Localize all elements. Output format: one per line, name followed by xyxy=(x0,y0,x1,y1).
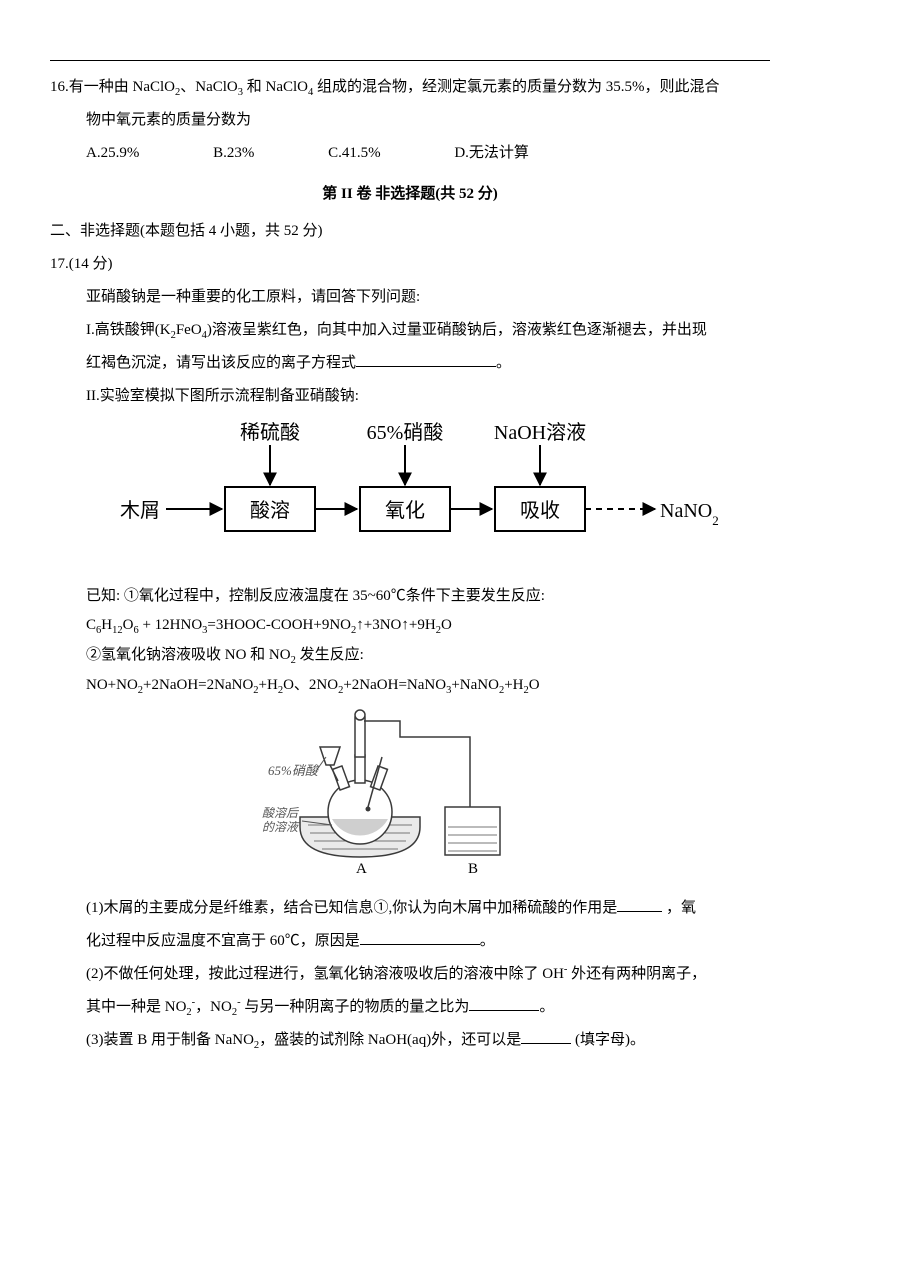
apparatus-svg: 65%硝酸 酸溶后 的溶液 A B xyxy=(260,707,560,877)
flow-box-1-label: 氧化 xyxy=(385,499,425,522)
question-17: 17.(14 分) 亚硝酸钠是一种重要的化工原料，请回答下列问题: I.高铁酸钾… xyxy=(50,248,770,1057)
fig-label-sol-2: 的溶液 xyxy=(262,820,300,834)
q17-eq1: C6H12O6 + 12HNO3=3HOOC-COOH+9NO2↑+3NO↑+9… xyxy=(50,611,770,641)
q16-num: 16. xyxy=(50,79,69,95)
top-rule xyxy=(50,60,770,61)
q17-eq2: NO+NO2+2NaOH=2NaNO2+H2O、2NO2+2NaOH=NaNO3… xyxy=(50,671,770,701)
flow-box-0-label: 酸溶 xyxy=(250,499,290,522)
q17-I-line1: I.高铁酸钾(K2FeO4)溶液呈紫红色，向其中加入过量亚硝酸钠后，溶液紫红色逐… xyxy=(50,314,770,347)
q16-line2: 物中氧元素的质量分数为 xyxy=(50,104,770,137)
q17-p3: (3)装置 B 用于制备 NaNO2，盛装的试剂除 NaOH(aq)外，还可以是… xyxy=(50,1024,770,1057)
q17-known2: ②氢氧化钠溶液吸收 NO 和 NO2 发生反应: xyxy=(50,641,770,671)
q17-p2-line1: (2)不做任何处理，按此过程进行，氢氧化钠溶液吸收后的溶液中除了 OH- 外还有… xyxy=(50,958,770,991)
dropping-funnel xyxy=(320,747,340,765)
blank-p3[interactable] xyxy=(521,1028,571,1044)
blank-ionic-eq[interactable] xyxy=(356,351,496,367)
fig-label-A: A xyxy=(356,861,367,877)
q16-option-a: A.25.9% xyxy=(86,137,139,170)
question-16: 16.有一种由 NaClO2、NaClO3 和 NaClO4 组成的混合物，经测… xyxy=(50,71,770,170)
blank-p2[interactable] xyxy=(469,995,539,1011)
thermometer-bulb xyxy=(366,806,371,811)
q17-I-line2: 红褐色沉淀，请写出该反应的离子方程式 。 xyxy=(50,347,770,380)
fig-label-B: B xyxy=(468,861,478,877)
flow-box-2-label: 吸收 xyxy=(520,499,560,522)
q17-num: 17. xyxy=(50,256,69,272)
fig-label-sol-1: 酸溶后 xyxy=(262,806,300,820)
flow-svg: 稀硫酸 65%硝酸 NaOH溶液 木屑 酸溶 氧化 吸收 NaNO2 xyxy=(100,419,720,559)
q17-I-line2b: 。 xyxy=(496,355,511,371)
part2-heading: 二、非选择题(本题包括 4 小题，共 52 分) xyxy=(50,215,770,248)
q17-p3-a: (3)装置 B 用于制备 NaNO2，盛装的试剂除 NaOH(aq)外，还可以是 xyxy=(86,1032,521,1048)
q16-line1: 16.有一种由 NaClO2、NaClO3 和 NaClO4 组成的混合物，经测… xyxy=(50,71,770,104)
q16-option-b: B.23% xyxy=(213,137,254,170)
flow-top-2: NaOH溶液 xyxy=(494,421,586,444)
apparatus-figure: 65%硝酸 酸溶后 的溶液 A B xyxy=(50,707,770,890)
section-2-title: 第 II 卷 非选择题(共 52 分) xyxy=(50,178,770,211)
q17-p1-a: (1)木屑的主要成分是纤维素，结合已知信息①,你认为向木屑中加稀硫酸的作用是 xyxy=(86,900,617,916)
neck-center xyxy=(355,755,365,783)
q17-I-line2a: 红褐色沉淀，请写出该反应的离子方程式 xyxy=(86,355,356,371)
q17-p1-line2a: 化过程中反应温度不宜高于 60℃，原因是 xyxy=(86,933,360,949)
flow-top-0: 稀硫酸 xyxy=(240,421,300,444)
blank-p1a[interactable] xyxy=(617,896,662,912)
q17-p3-b: (填字母)。 xyxy=(571,1032,645,1048)
neck-left xyxy=(333,765,350,789)
flow-end: NaNO2 xyxy=(660,500,719,528)
q17-known-intro: 已知: ①氧化过程中，控制反应液温度在 35~60℃条件下主要发生反应: xyxy=(50,582,770,611)
q17-p2-line2: 其中一种是 NO2-，NO2- 与另一种阴离子的物质的量之比为。 xyxy=(50,991,770,1024)
q16-option-d: D.无法计算 xyxy=(454,137,529,170)
q17-p1-line2: 化过程中反应温度不宜高于 60℃，原因是 。 xyxy=(50,925,770,958)
q16-options: A.25.9% B.23% C.41.5% D.无法计算 xyxy=(50,137,770,170)
q17-p2-b-b: 。 xyxy=(539,999,554,1015)
flow-top-1: 65%硝酸 xyxy=(367,421,444,444)
condenser-bulb xyxy=(355,710,365,720)
q17-p1-line2b: 。 xyxy=(480,933,495,949)
q16-option-c: C.41.5% xyxy=(328,137,381,170)
q17-points: (14 分) xyxy=(69,256,113,272)
q17-intro: 亚硝酸钠是一种重要的化工原料，请回答下列问题: xyxy=(50,281,770,314)
blank-p1b[interactable] xyxy=(360,929,480,945)
q17-header: 17.(14 分) xyxy=(50,248,770,281)
fig-label-acid: 65%硝酸 xyxy=(268,763,320,778)
q17-II-head: II.实验室模拟下图所示流程制备亚硝酸钠: xyxy=(50,380,770,413)
q17-p1-b: ，氧 xyxy=(662,900,696,916)
condenser xyxy=(355,717,365,757)
q16-text1: 有一种由 NaClO2、NaClO3 和 NaClO4 组成的混合物，经测定氯元… xyxy=(69,79,720,95)
beaker-b xyxy=(445,807,500,855)
flow-start: 木屑 xyxy=(120,499,160,522)
q17-p1-line1: (1)木屑的主要成分是纤维素，结合已知信息①,你认为向木屑中加稀硫酸的作用是 ，… xyxy=(50,892,770,925)
flow-diagram: 稀硫酸 65%硝酸 NaOH溶液 木屑 酸溶 氧化 吸收 NaNO2 xyxy=(50,419,770,572)
